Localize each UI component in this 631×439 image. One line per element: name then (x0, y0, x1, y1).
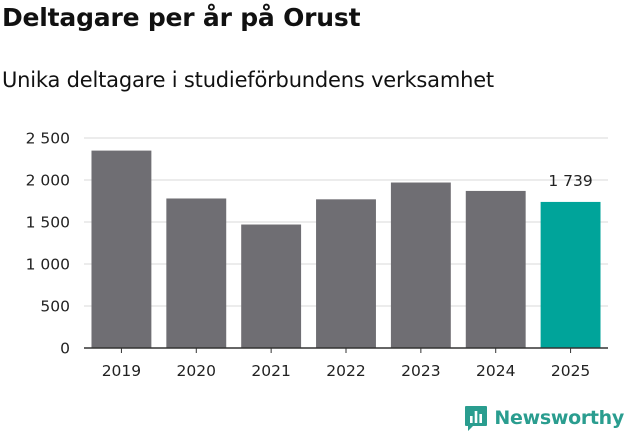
data-labels: 1 739 (548, 172, 592, 190)
brand-name: Newsworthy (494, 407, 624, 429)
y-axis-ticks: 0 500 1 000 1 500 2 000 2 500 (26, 130, 70, 358)
x-tick-label: 2021 (251, 362, 290, 380)
chart-subtitle: Unika deltagare i studieförbundens verks… (2, 68, 494, 92)
x-tick-label: 2019 (102, 362, 141, 380)
x-axis-ticks: 2019 2020 2021 2022 2023 2024 2025 (102, 348, 590, 380)
y-tick-label: 500 (40, 298, 70, 316)
x-tick-label: 2024 (476, 362, 515, 380)
chart-title: Deltagare per år på Orust (2, 3, 361, 32)
bars (91, 150, 601, 348)
bar-2024 (465, 190, 526, 348)
y-tick-label: 1 000 (26, 256, 70, 274)
x-tick-label: 2025 (551, 362, 590, 380)
y-tick-label: 0 (60, 340, 70, 358)
x-tick-label: 2023 (401, 362, 440, 380)
y-tick-label: 2 000 (26, 172, 70, 190)
bar-2021 (241, 224, 302, 348)
bar-2020 (166, 198, 227, 348)
bar-2023 (390, 182, 451, 348)
brand-logo: Newsworthy (464, 403, 624, 433)
x-tick-label: 2020 (177, 362, 216, 380)
x-tick-label: 2022 (326, 362, 365, 380)
newsworthy-logo-icon (465, 405, 488, 431)
y-tick-label: 1 500 (26, 214, 70, 232)
bar-2022 (316, 199, 376, 348)
bar-2019 (91, 150, 152, 348)
bar-2025 (540, 201, 601, 348)
y-tick-label: 2 500 (26, 130, 70, 148)
data-label-highlight: 1 739 (548, 172, 592, 190)
